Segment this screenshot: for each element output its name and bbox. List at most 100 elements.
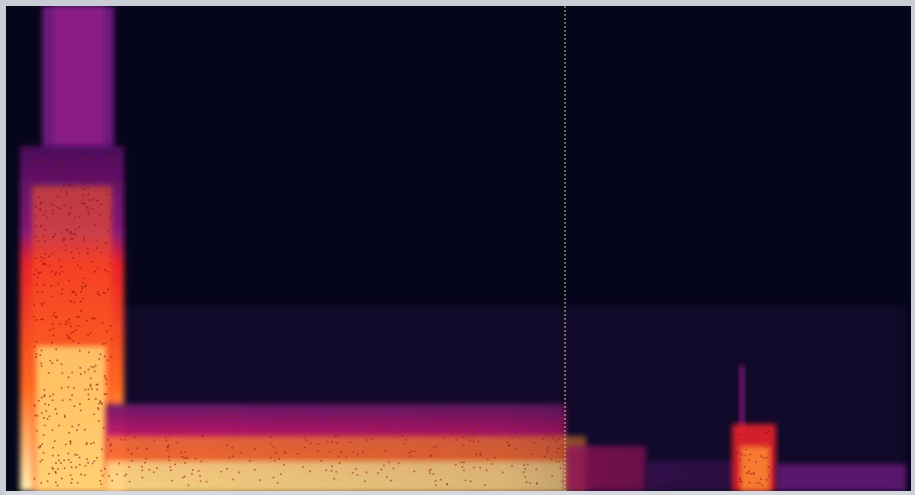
speckle-dot (94, 317, 97, 320)
speckle-dot (199, 480, 202, 483)
burst-upper-column-core (54, 6, 104, 156)
speckle-dot (91, 387, 93, 390)
speckle-dot (78, 463, 81, 466)
speckle-dot (760, 478, 763, 481)
speckle-dot (383, 464, 385, 467)
speckle-dot (52, 314, 55, 317)
time-ruler[interactable] (6, 491, 911, 495)
speckle-dot (40, 225, 43, 228)
speckle-dot (55, 170, 58, 173)
speckle-dot (43, 388, 46, 391)
speckle-dot (156, 467, 158, 469)
speckle-dot (46, 480, 49, 483)
speckle-dot (443, 436, 446, 439)
speckle-dot (533, 441, 536, 444)
speckle-dot (162, 419, 165, 422)
speckle-dot (46, 417, 49, 420)
speckle-dot (131, 417, 134, 420)
speckle-dot (316, 450, 319, 453)
speckle-dot (35, 341, 38, 343)
speckle-dot (93, 223, 96, 226)
speckle-dot (57, 459, 60, 462)
speckle-dot (39, 177, 42, 180)
speckle-dot (548, 422, 551, 425)
speckle-dot (183, 450, 186, 453)
speckle-dot (42, 433, 45, 436)
speckle-dot (335, 425, 338, 428)
speckle-dot (738, 459, 741, 462)
speckle-dot (562, 417, 565, 420)
speckle-dot (105, 383, 108, 385)
speckle-dot (140, 429, 143, 432)
speckle-dot (183, 461, 186, 464)
speckle-dot (465, 419, 468, 422)
speckle-dot (511, 436, 514, 439)
speckle-dot (130, 452, 133, 455)
speckle-dot (462, 443, 465, 446)
speckle-dot (76, 454, 79, 456)
speckle-dot (43, 424, 46, 427)
speckle-dot (75, 329, 78, 331)
speckle-dot (472, 434, 475, 437)
speckle-dot (340, 424, 343, 427)
spectrogram-view[interactable] (6, 6, 911, 491)
speckle-dot (41, 304, 44, 307)
speckle-dot (472, 440, 475, 443)
speckle-dot (397, 462, 400, 465)
speckle-dot (45, 410, 48, 412)
speckle-dot (70, 251, 73, 254)
speckle-dot (74, 233, 77, 236)
onset-burst-peak (36, 346, 106, 491)
speckle-dot (467, 432, 470, 435)
speckle-dot (52, 209, 55, 212)
speckle-dot (77, 423, 80, 426)
speckle-dot (68, 431, 71, 434)
speckle-dot (34, 236, 37, 238)
speckle-dot (739, 480, 742, 483)
speckle-dot (377, 472, 380, 474)
speckle-dot (385, 475, 388, 478)
speckle-dot (99, 353, 102, 356)
speckle-dot (56, 206, 59, 209)
speckle-dot (100, 186, 103, 188)
speckle-dot (69, 442, 72, 445)
speckle-dot (205, 480, 208, 483)
speckle-dot (67, 376, 70, 379)
speckle-dot (71, 394, 74, 397)
speckle-dot (354, 468, 357, 470)
speckle-dot (109, 445, 112, 447)
secondary-event-core (740, 446, 770, 491)
speckle-dot (92, 198, 95, 201)
speckle-dot (101, 321, 104, 324)
speckle-dot (56, 359, 59, 362)
speckle-dot (331, 465, 333, 468)
speckle-dot (85, 284, 88, 287)
speckle-dot (488, 426, 491, 429)
speckle-dot (35, 353, 38, 356)
speckle-dot (85, 179, 88, 182)
speckle-dot (194, 457, 197, 460)
speckle-dot (104, 242, 107, 245)
speckle-dot (197, 470, 200, 473)
speckle-dot (560, 425, 563, 428)
speckle-dot (69, 398, 72, 401)
speckle-dot (445, 483, 448, 486)
speckle-dot (74, 453, 77, 456)
speckle-dot (171, 479, 174, 482)
speckle-dot (506, 434, 509, 437)
spectrogram-canvas[interactable] (6, 6, 911, 491)
speckle-dot (428, 469, 431, 472)
speckle-dot (508, 443, 511, 446)
speckle-dot (96, 293, 99, 296)
speckle-dot (102, 291, 105, 294)
speckle-dot (37, 446, 40, 449)
speckle-dot (51, 454, 54, 457)
speckle-dot (337, 455, 340, 458)
speckle-dot (60, 477, 63, 480)
speckle-dot (98, 357, 101, 360)
speckle-dot (63, 416, 66, 418)
speckle-dot (61, 399, 64, 402)
speckle-dot (87, 186, 90, 189)
speckle-dot (53, 204, 55, 207)
speckle-dot (144, 461, 146, 464)
